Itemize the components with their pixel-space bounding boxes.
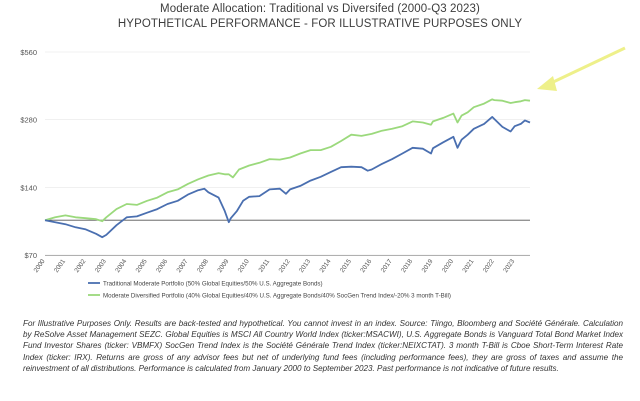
x-tick-label: 2002 (73, 258, 87, 274)
x-tick-label: 2005 (135, 258, 149, 274)
x-tick-label: 2015 (339, 258, 353, 274)
x-tick-label: 2019 (421, 258, 435, 274)
annotation-arrow-shaft (548, 46, 626, 86)
y-tick-label: $280 (20, 116, 37, 125)
footnote: For Illustrative Purposes Only. Results … (23, 319, 623, 373)
series-line-diversified (44, 98, 531, 223)
x-tick-label: 2018 (400, 258, 414, 274)
x-tick-label: 2007 (176, 258, 190, 274)
x-tick-label: 2021 (461, 258, 475, 274)
x-tick-label: 2006 (155, 258, 169, 274)
x-tick-label: 2009 (216, 258, 230, 274)
x-tick-label: 2008 (196, 258, 210, 274)
annotation-arrow-head (537, 76, 557, 91)
legend-label-diversified: Moderate Diversified Portfolio (40% Glob… (103, 293, 451, 300)
x-tick-label: 2004 (114, 258, 128, 274)
x-tick-label: 2001 (53, 258, 67, 274)
x-tick-label: 2012 (278, 258, 292, 274)
chart-title: Moderate Allocation: Traditional vs Dive… (160, 3, 480, 15)
x-tick-label: 2011 (258, 258, 272, 274)
x-tick-label: 2016 (359, 258, 373, 274)
x-tick-label: 2020 (441, 258, 455, 274)
x-tick-label: 2014 (319, 258, 333, 274)
series-line-traditional (44, 116, 531, 239)
x-tick-label: 2022 (482, 258, 496, 274)
chart-subtitle: HYPOTHETICAL PERFORMANCE - FOR ILLUSTRAT… (117, 18, 523, 30)
x-tick-label: 2010 (237, 258, 251, 274)
x-tick-label: 2023 (502, 258, 516, 274)
legend-label-traditional: Traditional Moderate Portfolio (50% Glob… (103, 281, 323, 288)
x-tick-label: 2003 (94, 258, 108, 274)
x-tick-label: 2000 (33, 258, 47, 274)
x-tick-label: 2017 (380, 258, 394, 274)
y-tick-label: $140 (20, 183, 37, 192)
y-tick-label: $70 (24, 251, 37, 260)
line-chart: $70 $140 $280 $560 2000 2001 2002 2003 2004 2005 2… (20, 46, 626, 300)
y-tick-label: $560 (20, 48, 37, 57)
x-tick-label: 2013 (298, 258, 312, 274)
